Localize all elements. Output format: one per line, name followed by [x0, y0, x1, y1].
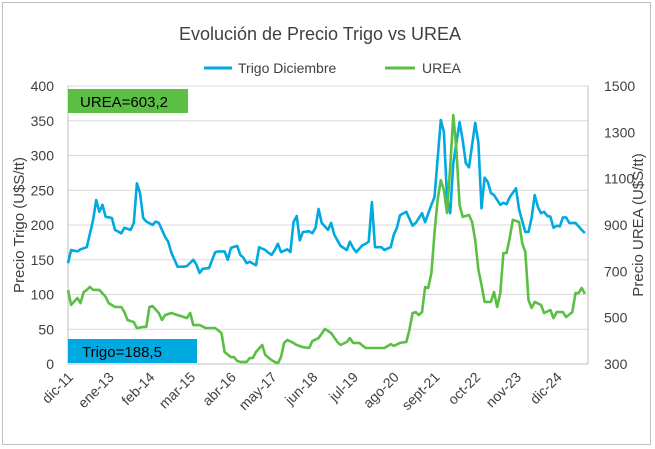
y-left-tick-label: 300: [31, 148, 55, 164]
y-right-tick-label: 300: [604, 356, 628, 372]
y-left-tick-label: 350: [31, 113, 55, 129]
urea-value-box: UREA=603,2: [68, 89, 188, 113]
x-tick-label: jul-19: [325, 369, 361, 405]
urea-value-label: UREA=603,2: [80, 94, 168, 111]
x-tick-label: nov-23: [482, 369, 524, 411]
series-line-urea: [66, 113, 587, 365]
x-tick-label: ene-13: [75, 369, 117, 411]
x-tick-label: may-17: [235, 369, 279, 413]
trigo-value-label: Trigo=188,5: [82, 344, 162, 361]
chart-frame: [2, 2, 651, 445]
y-right-tick-label: 900: [604, 217, 628, 233]
x-tick-label: sept-21: [398, 369, 442, 413]
chart-title: Evolución de Precio Trigo vs UREA: [179, 24, 461, 44]
x-tick-label: oct-22: [445, 369, 484, 408]
y-right-tick-label: 1100: [604, 171, 634, 187]
x-tick-label: ago-20: [360, 369, 402, 411]
x-tick-label: dic-11: [39, 369, 77, 407]
y-left-tick-label: 150: [31, 252, 55, 268]
y-right-tick-label: 500: [604, 310, 628, 326]
x-tick-label: jun-18: [281, 369, 321, 409]
y-left-tick-label: 0: [46, 356, 54, 372]
y-axis-right-label: Precio UREA (U$S/tt): [630, 153, 647, 296]
x-tick-label: dic-24: [527, 369, 565, 407]
x-tick-label: feb-14: [118, 369, 158, 409]
y-right-tick-label: 1300: [604, 124, 635, 140]
legend: Trigo Diciembre UREA: [204, 60, 462, 76]
y-right-tick-label: 700: [604, 263, 628, 279]
y-axis-left-label: Precio Trigo (U$S/tt): [11, 157, 28, 293]
x-tick-label: abr-16: [199, 369, 239, 409]
y-right-tick-label: 1500: [604, 78, 635, 94]
y-left-tick-label: 200: [31, 217, 55, 233]
trigo-value-box: Trigo=188,5: [68, 339, 197, 363]
series-line-trigo: [66, 118, 586, 275]
y-left-tick-label: 250: [31, 182, 55, 198]
y-left-tick-label: 400: [31, 78, 55, 94]
legend-urea-label: UREA: [422, 60, 462, 76]
legend-trigo-label: Trigo Diciembre: [238, 60, 336, 76]
x-tick-label: mar-15: [156, 369, 199, 412]
y-left-tick-label: 100: [31, 287, 55, 303]
y-left-tick-label: 50: [38, 321, 54, 337]
